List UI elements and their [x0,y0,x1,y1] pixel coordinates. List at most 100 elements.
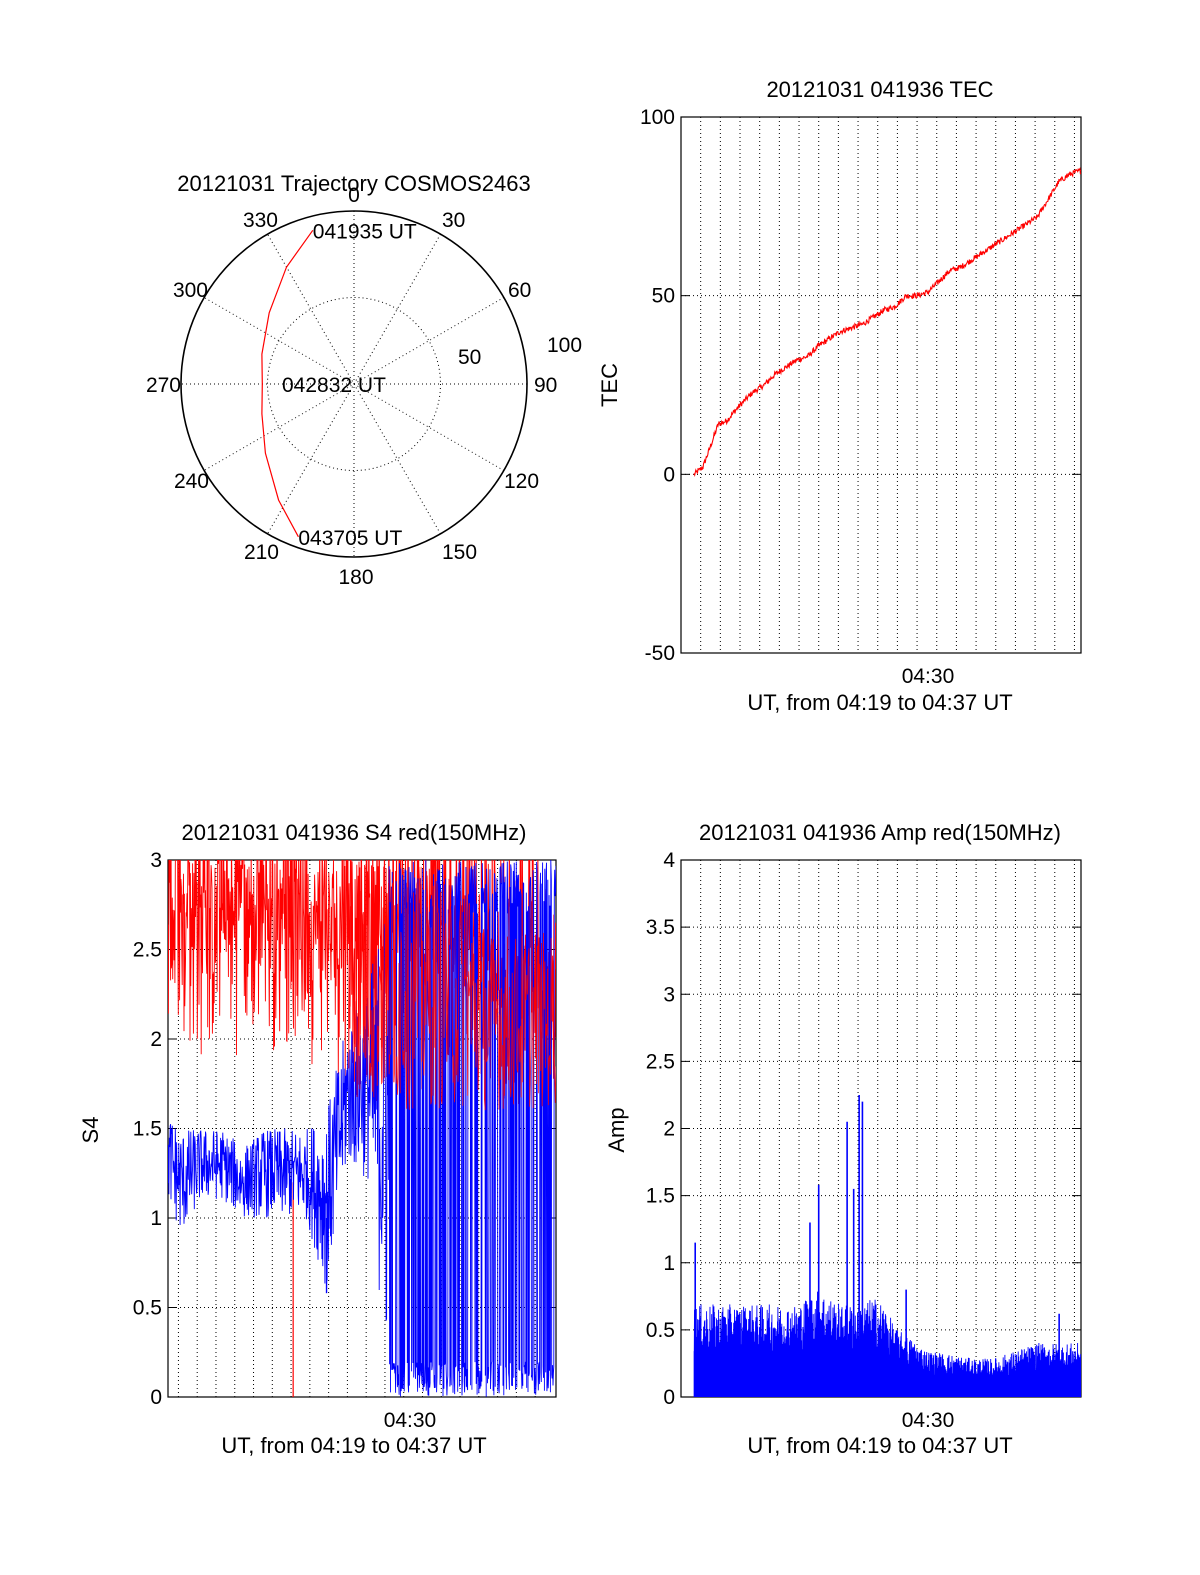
polar-outer-ring [180,210,528,558]
polar-ring-50 [267,297,441,471]
tec-data-point [861,323,864,325]
trajectory-polar-chart: 20121031 Trajectory COSMOS2463 0 30 60 90 12… [146,171,582,589]
azimuth-label: 240 [174,470,209,493]
y-tick-label: 2.5 [646,1050,675,1073]
tec-data-point [735,409,737,411]
azimuth-label: 270 [146,374,181,397]
azimuth-label: 90 [534,374,557,397]
tec-series-line [693,167,1081,477]
tec-chart: 20121031 041936 TEC UT, from 04:19 to 04… [597,77,1082,715]
s4-chart: 20121031 041936 S4 red(150MHz) UT, from … [78,820,557,1458]
tec-data-point [960,266,962,268]
tec-data-point [1080,170,1081,172]
tec-data-point [1003,237,1006,240]
y-tick-label: 0 [150,1386,162,1409]
y-tick-label: -50 [645,642,675,665]
azimuth-label: 0 [348,184,360,207]
x-axis-label: UT, from 04:19 to 04:37 UT [747,690,1012,715]
y-tick-label: 2 [663,1118,675,1141]
y-tick-label: 0 [663,463,675,486]
tec-data-point [1025,223,1027,225]
tec-data-point [763,384,765,386]
chart-title: 20121031 041936 Amp red(150MHz) [699,820,1061,845]
azimuth-label: 330 [243,209,278,232]
tec-data-point [949,270,951,272]
chart-title: 20121031 041936 S4 red(150MHz) [182,820,527,845]
polar-spoke [267,233,441,535]
amp-series-area [693,1291,1081,1397]
trajectory-time-label: 042832 UT [282,374,386,397]
tec-data-point [818,345,820,347]
tec-data-point [741,402,743,404]
tec-data-point [1047,198,1049,200]
plot-area [693,1094,1081,1397]
tec-data-point [717,423,719,425]
y-axis-label: TEC [597,363,622,407]
tec-data-point [726,420,728,422]
radial-label: 50 [458,346,481,369]
tec-data-point [1058,180,1060,182]
y-tick-label: 50 [652,285,675,308]
y-tick-label: 1.5 [133,1118,162,1141]
y-axis-label: Amp [604,1107,629,1152]
tec-data-point [850,327,853,329]
tec-data-point [829,337,831,340]
y-tick-label: 3.5 [646,916,675,939]
tec-data-point [992,245,995,247]
tec-data-point [982,252,984,254]
x-tick-label: 04:30 [384,1409,437,1432]
x-axis-label: UT, from 04:19 to 04:37 UT [747,1433,1012,1458]
x-tick-label: 04:30 [902,1409,955,1432]
y-tick-label: 100 [640,106,675,129]
tec-data-point [883,309,885,311]
tec-data-point [693,473,695,475]
tec-data-point [807,355,809,358]
tec-data-point [872,316,874,318]
radial-label: 100 [547,334,582,357]
y-tick-label: 3 [150,849,162,872]
tec-data-point [708,448,711,450]
azimuth-label: 180 [338,566,373,589]
s4-red-overlay [347,860,556,1111]
y-tick-label: 4 [663,849,675,872]
azimuth-label: 150 [442,541,477,564]
tec-data-point [894,305,896,307]
azimuth-label: 60 [508,279,531,302]
amp-chart: 20121031 041936 Amp red(150MHz) UT, from… [604,820,1082,1458]
y-tick-label: 0.5 [133,1297,162,1320]
y-axis-label: S4 [78,1117,103,1144]
y-tick-label: 1.5 [646,1185,675,1208]
plot-frame [680,116,1082,654]
tec-data-point [796,359,798,361]
tec-data-point [916,295,918,297]
plot-area [693,167,1081,477]
chart-title: 20121031 041936 TEC [766,77,993,102]
azimuth-label: 300 [173,279,208,302]
s4-blue-series [168,860,556,1397]
y-tick-label: 1 [663,1252,675,1275]
tec-data-point [839,330,842,332]
chart-title: 20121031 Trajectory COSMOS2463 [177,171,530,196]
azimuth-label: 120 [504,470,539,493]
trajectory-line [261,229,314,538]
x-axis-label: UT, from 04:19 to 04:37 UT [221,1433,486,1458]
azimuth-label: 210 [244,541,279,564]
tec-data-point [927,291,929,293]
y-tick-label: 0.5 [646,1319,675,1342]
plot-area [168,860,556,1397]
tec-data-point [1036,216,1038,218]
y-tick-label: 3 [663,983,675,1006]
trajectory-time-label: 043705 UT [298,527,402,550]
y-tick-label: 2 [150,1028,162,1051]
tec-data-point [774,373,776,375]
azimuth-label: 30 [442,209,465,232]
x-tick-label: 04:30 [902,665,955,688]
y-tick-label: 0 [663,1386,675,1409]
tec-data-point [1014,230,1017,232]
tec-data-point [752,391,754,393]
tec-data-point [702,466,704,468]
y-tick-label: 1 [150,1207,162,1230]
tec-data-point [971,259,973,261]
tec-data-point [785,366,787,368]
